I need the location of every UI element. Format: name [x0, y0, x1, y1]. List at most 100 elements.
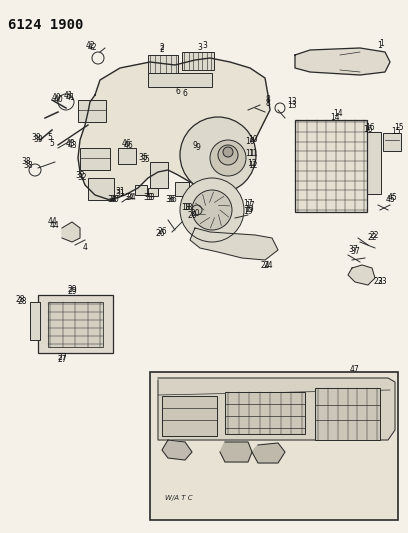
Circle shape — [210, 140, 246, 176]
Text: 9: 9 — [193, 141, 197, 149]
Text: 18: 18 — [183, 204, 193, 213]
Bar — [118, 148, 136, 164]
Bar — [295, 120, 367, 212]
Text: 4: 4 — [82, 244, 87, 253]
Text: 31: 31 — [115, 189, 125, 198]
Polygon shape — [252, 443, 285, 463]
Text: 35: 35 — [140, 156, 150, 165]
Bar — [383, 133, 401, 151]
Text: 17: 17 — [245, 200, 255, 209]
Text: 20: 20 — [190, 209, 200, 219]
Text: 41: 41 — [65, 93, 75, 102]
Bar — [148, 55, 178, 73]
Bar — [150, 162, 168, 188]
Text: 8: 8 — [266, 95, 271, 104]
Text: 46: 46 — [122, 140, 132, 149]
Text: 10: 10 — [245, 138, 255, 147]
Text: 47: 47 — [350, 366, 360, 375]
Bar — [150, 372, 398, 520]
Polygon shape — [190, 228, 278, 260]
Text: 36: 36 — [167, 196, 177, 205]
Text: 29: 29 — [67, 286, 77, 295]
Polygon shape — [158, 378, 395, 440]
Text: 40: 40 — [53, 95, 63, 104]
Text: 32: 32 — [75, 171, 85, 180]
Text: 37: 37 — [348, 246, 358, 254]
Text: 18: 18 — [181, 203, 191, 212]
Text: 6: 6 — [175, 87, 180, 96]
Text: 22: 22 — [367, 233, 377, 243]
Text: 14: 14 — [330, 112, 340, 122]
Text: 36: 36 — [165, 196, 175, 205]
Text: 38: 38 — [21, 157, 31, 166]
Circle shape — [218, 145, 238, 165]
Text: 13: 13 — [287, 101, 297, 109]
Polygon shape — [295, 48, 390, 75]
Text: 27: 27 — [57, 353, 67, 362]
Circle shape — [192, 190, 232, 230]
Bar — [367, 132, 381, 194]
Polygon shape — [78, 58, 270, 200]
Text: 41: 41 — [63, 92, 73, 101]
Text: 28: 28 — [17, 297, 27, 306]
Bar — [135, 185, 147, 195]
Text: 14: 14 — [333, 109, 343, 118]
Text: 2: 2 — [160, 45, 164, 54]
Text: 19: 19 — [243, 207, 253, 216]
Bar — [148, 188, 158, 196]
Text: 8: 8 — [266, 99, 271, 108]
Circle shape — [223, 147, 233, 157]
Text: 30: 30 — [109, 196, 119, 205]
Text: 5: 5 — [49, 139, 54, 148]
Text: 44: 44 — [50, 221, 60, 230]
Text: 50: 50 — [167, 461, 177, 470]
Polygon shape — [162, 440, 192, 460]
Text: 32: 32 — [77, 173, 87, 182]
Text: 10: 10 — [248, 135, 258, 144]
Text: 16: 16 — [365, 123, 375, 132]
Text: 33: 33 — [145, 192, 155, 201]
Text: 23: 23 — [373, 278, 383, 287]
Text: 17: 17 — [243, 199, 253, 208]
Text: 11: 11 — [245, 149, 255, 157]
Text: 34: 34 — [126, 193, 136, 203]
Bar — [88, 178, 114, 200]
Text: 3: 3 — [197, 44, 202, 52]
Circle shape — [180, 117, 256, 193]
Bar — [78, 100, 106, 122]
Text: 42: 42 — [85, 42, 95, 51]
Bar — [38, 295, 113, 353]
Text: 38: 38 — [23, 160, 33, 169]
Text: 42: 42 — [87, 44, 97, 52]
Text: 31: 31 — [115, 188, 125, 197]
Bar — [182, 52, 214, 70]
Text: 24: 24 — [260, 261, 270, 270]
Text: 1: 1 — [378, 42, 382, 51]
Bar — [225, 392, 305, 434]
Bar — [162, 396, 217, 436]
Text: 23: 23 — [377, 278, 387, 287]
Text: 46: 46 — [123, 141, 133, 149]
Text: 30: 30 — [107, 196, 117, 205]
Text: 9: 9 — [195, 143, 200, 152]
Polygon shape — [348, 265, 375, 285]
Text: 33: 33 — [143, 193, 153, 203]
Text: 15: 15 — [391, 126, 401, 135]
Text: 22: 22 — [369, 231, 379, 240]
Text: 26: 26 — [155, 230, 165, 238]
Polygon shape — [62, 222, 80, 242]
Text: 43: 43 — [67, 141, 77, 150]
Text: 13: 13 — [287, 98, 297, 107]
Text: 35: 35 — [138, 154, 148, 163]
Text: 49: 49 — [230, 464, 240, 472]
Text: 27: 27 — [57, 356, 67, 365]
Text: 2: 2 — [160, 44, 164, 52]
Text: 48: 48 — [267, 464, 277, 472]
Text: 6124 1900: 6124 1900 — [8, 18, 83, 32]
Circle shape — [180, 178, 244, 242]
Text: 45: 45 — [388, 193, 398, 203]
Text: 20: 20 — [187, 211, 197, 220]
Text: 39: 39 — [33, 135, 43, 144]
Text: 3: 3 — [202, 42, 207, 51]
Text: 44: 44 — [48, 217, 58, 227]
